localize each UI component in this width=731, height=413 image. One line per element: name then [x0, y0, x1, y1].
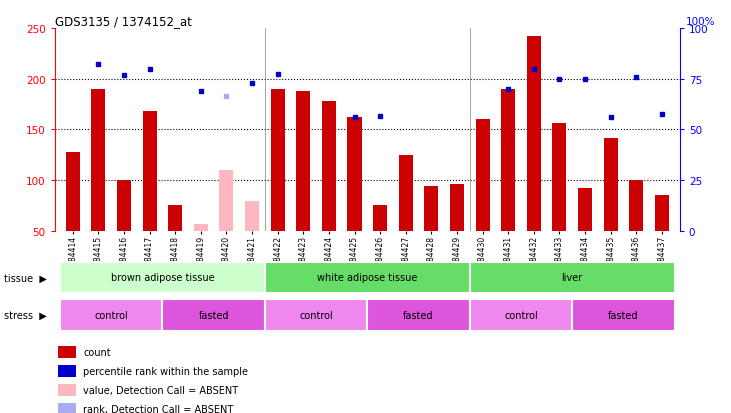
Text: rank, Detection Call = ABSENT: rank, Detection Call = ABSENT — [83, 404, 234, 413]
Bar — [162, 299, 265, 331]
Text: control: control — [94, 310, 128, 320]
Bar — [572, 299, 675, 331]
Bar — [265, 299, 367, 331]
Bar — [58, 384, 76, 396]
Bar — [66, 152, 80, 231]
Bar — [270, 90, 284, 231]
Bar — [245, 202, 259, 231]
Bar — [501, 90, 515, 231]
Bar — [604, 138, 618, 231]
Bar — [194, 224, 208, 231]
Text: liver: liver — [561, 273, 583, 283]
Bar — [527, 37, 541, 231]
Bar — [470, 262, 675, 294]
Bar — [347, 118, 362, 231]
Bar — [296, 92, 311, 231]
Bar — [367, 299, 470, 331]
Text: GDS3135 / 1374152_at: GDS3135 / 1374152_at — [55, 15, 192, 28]
Bar — [58, 365, 76, 377]
Text: tissue  ▶: tissue ▶ — [4, 273, 47, 283]
Bar — [450, 185, 464, 231]
Bar — [553, 124, 567, 231]
Bar — [60, 299, 162, 331]
Text: percentile rank within the sample: percentile rank within the sample — [83, 366, 249, 376]
Text: fasted: fasted — [404, 310, 433, 320]
Text: fasted: fasted — [608, 310, 639, 320]
Bar — [322, 102, 336, 231]
Bar — [168, 206, 182, 231]
Text: stress  ▶: stress ▶ — [4, 310, 46, 320]
Bar — [117, 180, 131, 231]
Bar — [143, 112, 156, 231]
Text: 100%: 100% — [686, 17, 716, 27]
Text: value, Detection Call = ABSENT: value, Detection Call = ABSENT — [83, 385, 238, 395]
Bar — [265, 262, 470, 294]
Bar — [219, 171, 233, 231]
Text: fasted: fasted — [198, 310, 229, 320]
Bar — [470, 299, 572, 331]
Text: count: count — [83, 347, 111, 357]
Bar — [60, 262, 265, 294]
Bar — [424, 187, 439, 231]
Bar — [373, 206, 387, 231]
Text: white adipose tissue: white adipose tissue — [317, 273, 417, 283]
Text: control: control — [504, 310, 538, 320]
Text: control: control — [299, 310, 333, 320]
Bar — [58, 346, 76, 358]
Bar — [655, 196, 669, 231]
Bar — [476, 120, 490, 231]
Bar — [58, 403, 76, 413]
Text: brown adipose tissue: brown adipose tissue — [110, 273, 214, 283]
Bar — [629, 180, 643, 231]
Bar — [91, 90, 105, 231]
Bar — [578, 189, 592, 231]
Bar — [398, 155, 413, 231]
